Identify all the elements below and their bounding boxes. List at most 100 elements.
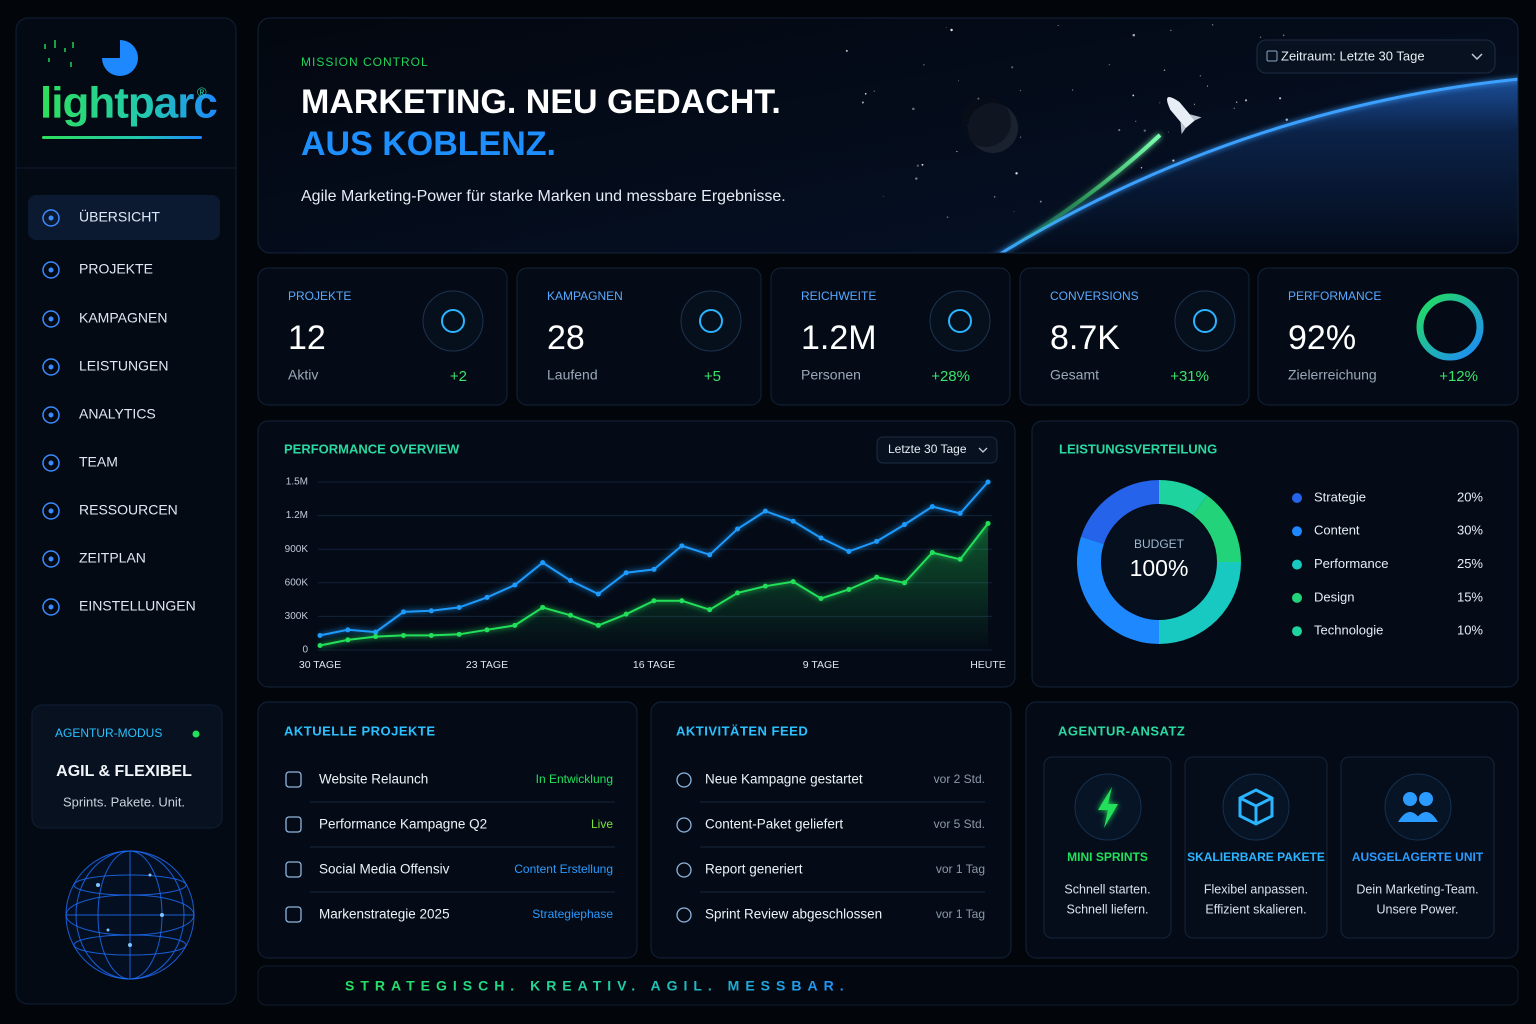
kpi-icon (929, 290, 991, 352)
nav-label[interactable]: ÜBERSICHT (79, 208, 160, 225)
approach-card: MINI SPRINTS Schnell starten. Schnell lief… (1043, 756, 1172, 939)
row-icon (285, 861, 302, 878)
logo: lightparc ® (40, 36, 218, 139)
project-name[interactable]: Social Media Offensiv (319, 862, 450, 877)
project-name[interactable]: Markenstrategie 2025 (319, 907, 450, 922)
nav-item[interactable]: ANALYTICS (42, 406, 156, 424)
activity-time: vor 1 Tag (936, 907, 985, 921)
nav-label[interactable]: ZEITPLAN (79, 550, 146, 566)
mode-title: AGIL & FLEXIBEL (56, 763, 192, 780)
nav-item[interactable]: EINSTELLUNGEN (42, 598, 196, 616)
project-row[interactable]: Website Relaunch In Entwicklung (285, 771, 615, 803)
approach-cards: MINI SPRINTS Schnell starten. Schnell lief… (1043, 756, 1495, 939)
card-text: Flexibel anpassen. (1204, 882, 1308, 896)
approach-title: AGENTUR-ANSATZ (1058, 723, 1185, 738)
point (651, 566, 657, 572)
donut-center-value: 100% (1130, 555, 1189, 581)
nav-label[interactable]: TEAM (79, 454, 118, 470)
legend-value: 20% (1457, 489, 1483, 504)
star (1132, 94, 1135, 97)
kpi-ring (1416, 293, 1484, 361)
legend-dot (1292, 626, 1302, 637)
kpi-value: 12 (288, 319, 326, 357)
nav-icon (42, 209, 60, 227)
point (540, 560, 546, 566)
point (568, 578, 573, 584)
nav-icon-dot (48, 460, 54, 466)
nav-label[interactable]: ANALYTICS (79, 406, 156, 422)
nav-label[interactable]: PROJEKTE (79, 261, 153, 277)
kpi-card: PROJEKTE 12 Aktiv +2 (257, 267, 508, 406)
kpi-icon-glyph (1193, 309, 1217, 333)
nav-item[interactable]: ZEITPLAN (42, 550, 146, 568)
point (595, 622, 601, 628)
date-filter-text[interactable]: Zeitraum: Letzte 30 Tage (1281, 48, 1425, 63)
card-bg (1184, 756, 1328, 939)
nav-label[interactable]: RESSOURCEN (79, 502, 178, 518)
project-name[interactable]: Performance Kampagne Q2 (319, 817, 487, 832)
hero-panel (257, 17, 1519, 254)
star (950, 28, 953, 32)
card-icon-bg (1384, 773, 1452, 841)
logo-mark: ® (197, 84, 207, 99)
nav-label[interactable]: LEISTUNGEN (79, 358, 168, 374)
kpi-caption: Gesamt (1050, 367, 1099, 383)
star (1019, 89, 1022, 92)
star (1163, 69, 1166, 71)
star (956, 150, 958, 153)
project-row[interactable]: Social Media Offensiv Content Erstellung (285, 861, 615, 893)
star (912, 107, 915, 111)
distribution-title: LEISTUNGSVERTEILUNG (1059, 441, 1217, 456)
nav-item[interactable]: PROJEKTE (42, 261, 153, 279)
project-row[interactable]: Performance Kampagne Q2 Live (285, 816, 615, 848)
legend-value: 25% (1457, 556, 1483, 571)
chart-filter[interactable]: Letzte 30 Tage (876, 436, 998, 464)
point (985, 520, 991, 526)
nav-item[interactable]: RESSOURCEN (42, 502, 178, 520)
nav-item[interactable]: LEISTUNGEN (42, 358, 168, 376)
logo-text: lightparc (40, 79, 217, 128)
card-text: Effizient skalieren. (1205, 902, 1306, 916)
project-row[interactable]: Markenstrategie 2025 Strategiephase (285, 906, 613, 923)
legend-dot (1292, 592, 1302, 603)
kpi-caption: Aktiv (288, 367, 318, 383)
footer-bar (257, 965, 1519, 1006)
kpi-delta: +2 (450, 368, 467, 385)
row-icon (676, 817, 692, 833)
nav-active (28, 195, 220, 240)
nav-item[interactable]: TEAM (42, 454, 118, 472)
star (1285, 118, 1288, 121)
activity-time: vor 2 Std. (934, 772, 985, 786)
donut-hole (1102, 505, 1216, 619)
star (1206, 85, 1209, 87)
nav-icon (42, 598, 60, 616)
nav-label[interactable]: KAMPAGNEN (79, 310, 167, 326)
nav-item[interactable]: ÜBERSICHT (28, 195, 220, 240)
project-name[interactable]: Website Relaunch (319, 772, 428, 787)
row-icon (676, 862, 692, 878)
date-filter[interactable]: Zeitraum: Letzte 30 Tage (1256, 39, 1496, 74)
card-title: AUSGELAGERTE UNIT (1352, 850, 1484, 864)
card-text: Unsere Power. (1377, 902, 1459, 916)
card-text: Schnell liefern. (1067, 902, 1149, 916)
nav-item[interactable]: KAMPAGNEN (42, 310, 167, 328)
kpi-delta: +5 (704, 368, 721, 385)
donut-segment (1076, 536, 1159, 644)
point (846, 548, 852, 554)
star (1211, 24, 1214, 26)
nav-label[interactable]: EINSTELLUNGEN (79, 598, 196, 614)
star (1143, 129, 1147, 132)
star (1132, 33, 1136, 37)
point (512, 622, 518, 628)
activity-text: Content-Paket geliefert (705, 817, 843, 832)
point (929, 504, 935, 510)
kpi-value: 1.2M (801, 319, 877, 357)
y-tick-label: 1.5M (286, 477, 308, 488)
point (957, 556, 963, 562)
x-tick-label: 9 TAGE (803, 659, 839, 671)
kpi-value: 8.7K (1050, 319, 1120, 357)
approach-card: AUSGELAGERTE UNIT Dein Marketing-Team. Uns… (1340, 756, 1495, 939)
star (1170, 29, 1172, 32)
chart-filter-text[interactable]: Letzte 30 Tage (888, 442, 967, 456)
kpi-row: PROJEKTE 12 Aktiv +2 KAMPAGNEN 28 Laufend +5 REI… (257, 267, 1519, 406)
